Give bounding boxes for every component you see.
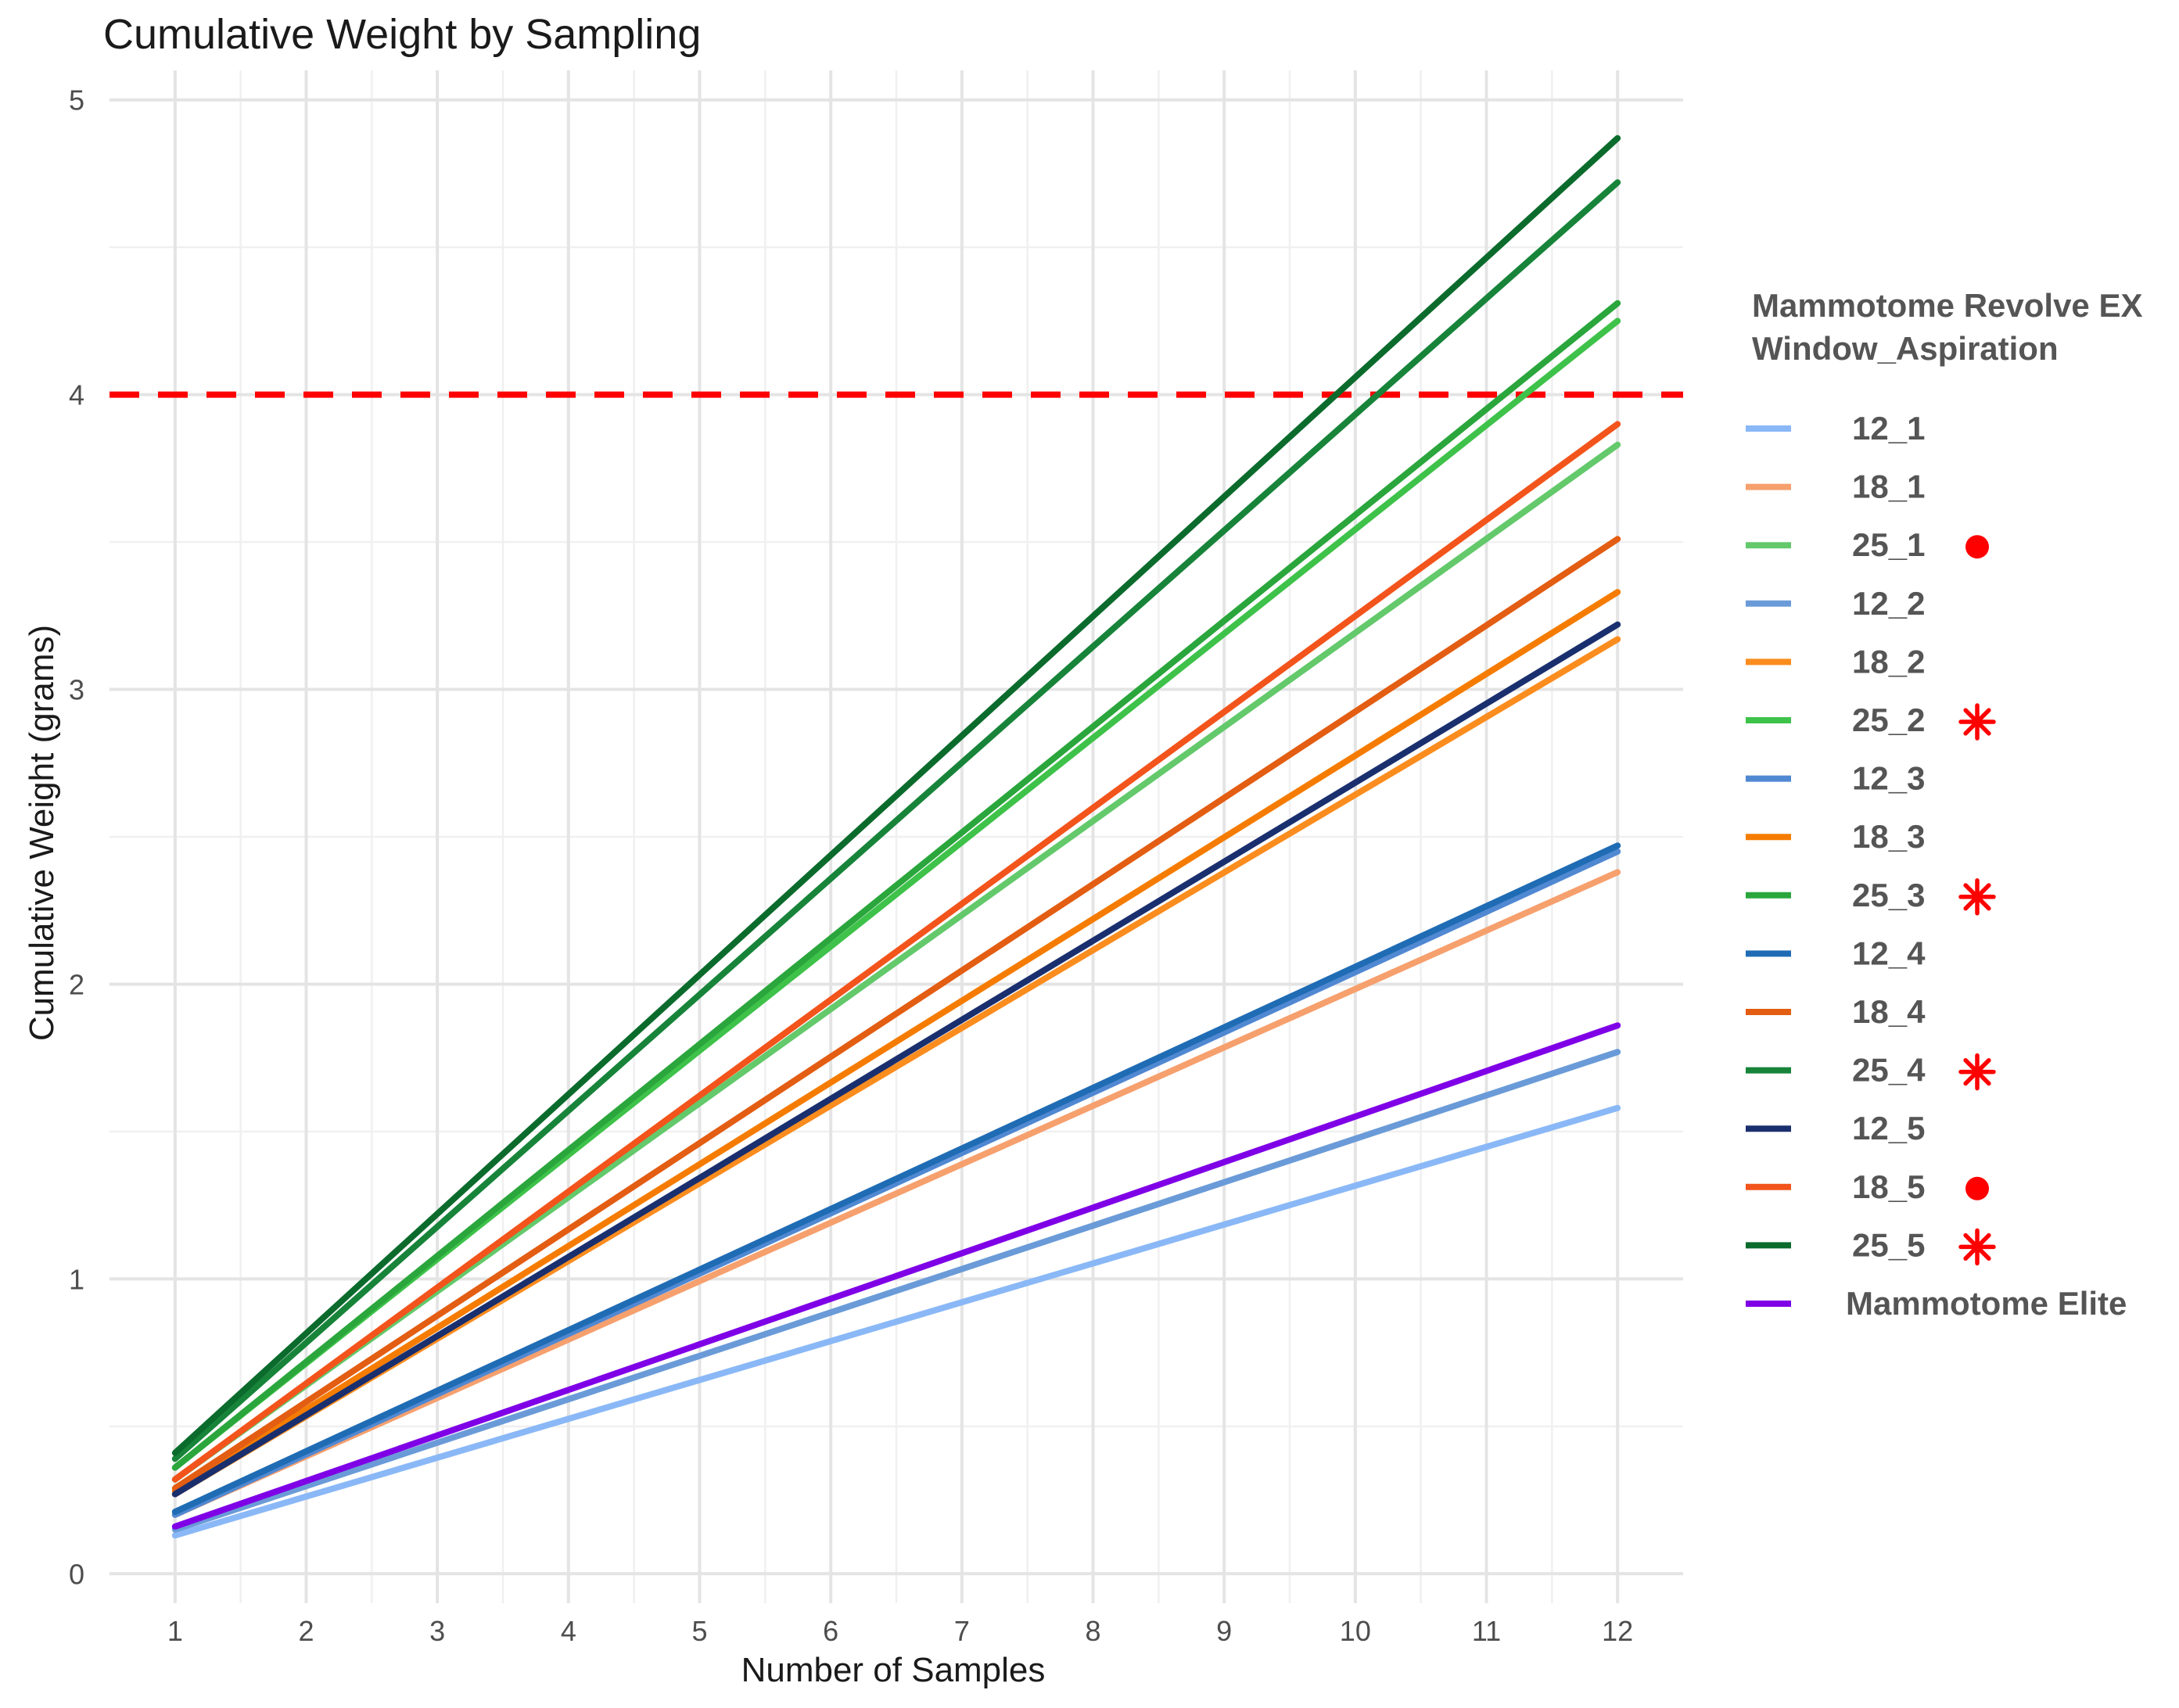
series-line-12_2 [171,1049,1621,1533]
legend-label: 25_3 [1852,877,1925,913]
legend-label: 25_1 [1852,526,1925,563]
x-tick-label: 1 [167,1615,183,1647]
x-tick-label: 9 [1216,1615,1232,1647]
dot-marker-icon [1965,1176,1989,1200]
x-tick-label: 7 [954,1615,970,1647]
y-tick-label: 5 [69,84,84,117]
x-tick-label: 8 [1085,1615,1100,1647]
asterisk-stroke [1963,1233,1991,1261]
asterisk-marker-icon [1958,1053,1996,1091]
asterisk-marker-icon [1958,878,1996,916]
series-line-25_4 [171,179,1621,1462]
asterisk-marker-icon [1958,703,1996,741]
legend-label: Mammotome Elite [1846,1285,2127,1322]
series-line-12_4 [171,842,1621,1516]
legend-label: 25_4 [1852,1052,1926,1089]
legend: Mammotome Revolve EX Window_Aspiration 1… [1746,287,2143,1322]
x-tick-label: 10 [1340,1615,1371,1647]
x-tick-label: 12 [1602,1615,1633,1647]
x-axis-label: Number of Samples [741,1651,1046,1689]
y-tick-label: 1 [69,1263,84,1295]
series-line-25_3 [171,300,1621,1471]
legend-label: 18_1 [1852,468,1925,505]
asterisk-stroke [1963,1058,1991,1086]
y-axis-label: Cumulative Weight (grams) [23,625,61,1041]
asterisk-stroke [1963,708,1991,736]
legend-label: 25_5 [1852,1226,1925,1263]
legend-label: 25_2 [1852,702,1925,738]
dot-marker-icon [1965,535,1989,559]
legend-label: 18_5 [1852,1168,1925,1205]
y-tick-label: 3 [69,674,84,706]
y-tick-label: 4 [69,379,84,411]
legend-label: 18_3 [1852,818,1925,855]
chart-title: Cumulative Weight by Sampling [103,11,701,58]
legend-title-line-1: Mammotome Revolve EX [1752,287,2143,324]
series-line-18_3 [171,589,1621,1494]
legend-label: 18_4 [1852,993,1926,1030]
y-tick-label: 0 [69,1558,84,1590]
series-line-mammotome-elite [171,1022,1621,1530]
legend-label: 12_4 [1852,935,1926,971]
x-tick-label: 11 [1472,1615,1501,1647]
series-line-12_5 [171,621,1621,1498]
asterisk-stroke [1963,883,1991,911]
legend-label: 12_1 [1852,410,1925,447]
x-tick-label: 5 [691,1615,707,1647]
asterisk-marker-icon [1958,1228,1996,1266]
series-line-18_4 [171,536,1621,1491]
x-tick-labels: 1 2 3 4 5 6 7 8 9 10 11 12 [167,1615,1633,1647]
y-tick-labels: 0 1 2 3 4 5 [69,84,84,1591]
series-lines [171,135,1621,1539]
series-line-12_1 [171,1104,1621,1539]
x-tick-label: 3 [429,1615,445,1647]
legend-label: 12_2 [1852,585,1925,622]
y-tick-label: 2 [69,968,84,1000]
series-line-25_5 [171,135,1621,1456]
legend-label: 12_3 [1852,760,1925,797]
x-tick-label: 2 [298,1615,314,1647]
legend-label: 12_5 [1852,1110,1925,1146]
legend-label: 18_2 [1852,643,1925,680]
series-line-18_5 [171,421,1621,1483]
x-tick-label: 6 [823,1615,838,1647]
legend-title-line-2: Window_Aspiration [1752,330,2059,367]
x-tick-label: 4 [561,1615,576,1647]
